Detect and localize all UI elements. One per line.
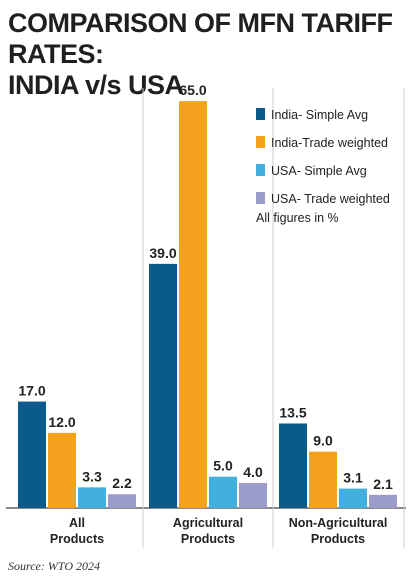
legend-swatch-2 — [256, 136, 265, 148]
category-label-3-line-1: Non-Agricultural — [289, 516, 388, 530]
data-label-g1-s2: 12.0 — [48, 414, 75, 430]
chart-title: COMPARISON OF MFN TARIFF RATES: INDIA v/… — [8, 8, 416, 101]
bar-g1-s1 — [18, 401, 46, 508]
category-label-2-line-1: Agricultural — [173, 516, 243, 530]
data-label-g2-s1: 39.0 — [149, 245, 176, 261]
data-label-g2-s3: 5.0 — [213, 458, 233, 474]
legend-swatch-4 — [256, 192, 265, 204]
category-label-2-line-2: Products — [181, 532, 235, 546]
units-note: All figures in % — [256, 211, 339, 225]
data-label-g2-s2: 65.0 — [179, 82, 206, 98]
data-label-g3-s1: 13.5 — [279, 404, 306, 420]
legend-swatch-3 — [256, 164, 265, 176]
data-label-g3-s2: 9.0 — [313, 433, 333, 449]
data-label-g1-s1: 17.0 — [18, 383, 45, 399]
bar-g3-s3 — [339, 488, 367, 508]
bar-g3-s1 — [279, 423, 307, 508]
bar-g1-s2 — [48, 432, 76, 508]
bar-g1-s4 — [108, 494, 136, 508]
data-label-g1-s4: 2.2 — [112, 475, 132, 491]
bar-g2-s1 — [149, 263, 177, 508]
bar-g3-s4 — [369, 494, 397, 508]
data-label-g1-s3: 3.3 — [82, 468, 102, 484]
category-label-1-line-2: Products — [50, 532, 104, 546]
chart-title-line-1: COMPARISON OF MFN TARIFF RATES: — [8, 8, 393, 69]
data-label-g2-s4: 4.0 — [243, 464, 263, 480]
legend-label-4: USA- Trade weighted — [271, 192, 390, 206]
legend-swatch-1 — [256, 108, 265, 120]
source-note: Source: WTO 2024 — [8, 559, 100, 573]
chart-title-line-2: INDIA v/s USA — [8, 70, 184, 100]
legend-label-1: India- Simple Avg — [271, 108, 368, 122]
legend-label-2: India-Trade weighted — [271, 136, 388, 150]
bar-g2-s4 — [239, 482, 267, 508]
bar-g2-s3 — [209, 476, 237, 508]
legend-label-3: USA- Simple Avg — [271, 164, 367, 178]
bar-g3-s2 — [309, 451, 337, 508]
bar-g2-s2 — [179, 101, 207, 508]
data-label-g3-s4: 2.1 — [373, 476, 393, 492]
data-label-g3-s3: 3.1 — [343, 470, 363, 486]
category-label-3-line-2: Products — [311, 532, 365, 546]
bar-g1-s3 — [78, 487, 106, 508]
category-label-1-line-1: All — [69, 516, 85, 530]
